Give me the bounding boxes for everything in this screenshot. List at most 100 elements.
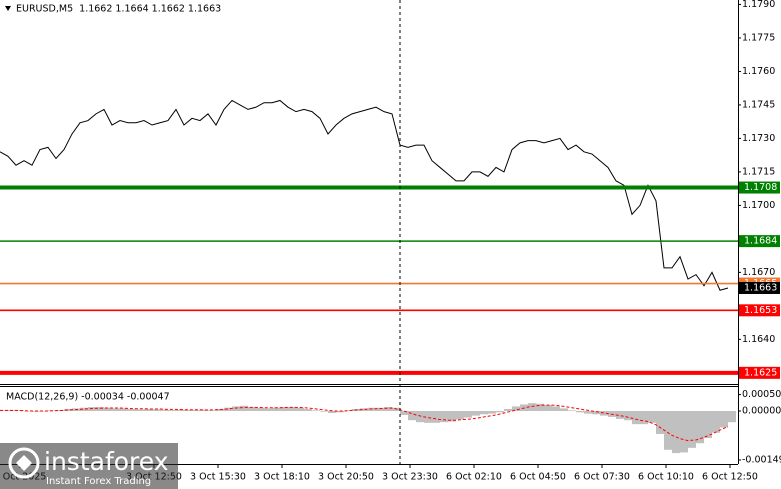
histogram-bar <box>656 411 664 435</box>
histogram-bar <box>672 411 680 454</box>
y-tick-label: 1.1715 <box>742 166 775 177</box>
histogram-bar <box>512 406 520 412</box>
x-tick-label: 3 Oct 23:30 <box>382 472 438 483</box>
price-label: 1.1625 <box>744 367 777 378</box>
histogram-bar <box>472 411 480 416</box>
histogram-bar <box>232 406 240 412</box>
histogram-bar <box>200 409 208 412</box>
histogram-bar <box>408 411 416 421</box>
histogram-bar <box>0 410 8 412</box>
price-label-box <box>739 366 780 379</box>
histogram-bar <box>168 410 176 412</box>
histogram-bar <box>528 403 536 412</box>
histogram-bar <box>264 408 272 412</box>
price-label-box <box>739 235 780 248</box>
histogram-bar <box>488 411 496 414</box>
histogram-bar <box>96 407 104 412</box>
histogram-bar <box>400 411 408 415</box>
histogram-bar <box>192 410 200 412</box>
y-tick-label: 1.1760 <box>742 66 775 77</box>
histogram-bar <box>576 411 584 413</box>
x-tick-label: 6 Oct 04:50 <box>510 472 566 483</box>
watermark-brand: instaforex <box>44 447 169 476</box>
histogram-bar <box>704 411 712 438</box>
histogram-bar <box>584 411 592 414</box>
watermark-icon <box>8 447 40 479</box>
histogram-bar <box>544 405 552 412</box>
histogram-bar <box>504 409 512 412</box>
x-tick-label: 6 Oct 10:10 <box>638 472 694 483</box>
histogram-bar <box>240 405 248 412</box>
histogram-bar <box>104 407 112 412</box>
histogram-bar <box>152 409 160 412</box>
price-label-box <box>739 181 780 194</box>
x-tick-label: 6 Oct 07:30 <box>574 472 630 483</box>
histogram-bar <box>24 411 32 412</box>
histogram-bar <box>464 411 472 418</box>
signal-line <box>0 404 729 442</box>
y-tick-label: 1.1670 <box>742 267 775 278</box>
histogram-bar <box>728 411 736 423</box>
histogram-bar <box>416 411 424 423</box>
histogram-bar <box>160 409 168 412</box>
y-tick-label: 0.00000 <box>742 406 781 417</box>
chart-title: MACD(12,26,9) -0.00034 -0.00047 <box>6 392 170 403</box>
watermark-icon <box>16 455 32 471</box>
histogram-bar <box>664 411 672 450</box>
price-label: 1.1684 <box>744 236 777 247</box>
menu-triangle <box>5 6 11 11</box>
watermark: instaforex Instant Forex Trading <box>0 443 178 489</box>
histogram-bar <box>328 411 336 413</box>
x-tick-label: 6 Oct 12:50 <box>702 472 758 483</box>
histogram-bar <box>688 411 696 448</box>
y-tick-label: -0.00149 <box>742 455 781 466</box>
price-label: 1.1653 <box>744 305 777 316</box>
histogram-bar <box>248 407 256 412</box>
histogram-bar <box>360 408 368 412</box>
y-tick-label: 1.1730 <box>742 133 775 144</box>
y-tick-label: 1.1775 <box>742 32 775 43</box>
histogram-bar <box>432 411 440 423</box>
price-label-box <box>739 304 780 317</box>
histogram-bar <box>384 407 392 412</box>
x-tick-label: 6 Oct 02:10 <box>446 472 502 483</box>
histogram-bar <box>336 411 344 413</box>
histogram-bar <box>592 411 600 415</box>
y-tick-label: 1.1640 <box>742 334 775 345</box>
histogram-bar <box>600 411 608 416</box>
x-tick-label: 3 Oct 18:10 <box>254 472 310 483</box>
histogram-bar <box>320 411 328 412</box>
price-line <box>0 99 729 291</box>
y-tick-label: 0.00050 <box>742 389 781 400</box>
histogram-bar <box>296 407 304 412</box>
histogram-bar <box>632 411 640 425</box>
histogram-bar <box>304 409 312 412</box>
histogram-bar <box>560 408 568 412</box>
histogram-bar <box>456 411 464 420</box>
histogram-bar <box>568 410 576 412</box>
histogram-bar <box>176 409 184 412</box>
histogram-bar <box>448 411 456 422</box>
histogram-bar <box>536 403 544 412</box>
histogram-bar <box>424 411 432 423</box>
labels: EURUSD,M5 1.1662 1.1664 1.1662 1.1663 1.1… <box>6 4 780 403</box>
y-tick-label: 1.1700 <box>742 200 775 211</box>
histogram-bar <box>128 409 136 412</box>
histogram-bar <box>224 407 232 412</box>
histogram-bar <box>208 410 216 412</box>
histogram-bar <box>696 411 704 444</box>
histogram-bar <box>344 410 352 412</box>
histogram-bar <box>624 411 632 421</box>
histogram-bar <box>648 411 656 423</box>
chart-title: EURUSD,M5 1.1662 1.1664 1.1662 1.1663 <box>16 4 221 15</box>
histogram-bar <box>272 407 280 412</box>
histogram-bar <box>640 411 648 425</box>
histogram-bar <box>120 408 128 412</box>
histogram-bar <box>480 411 488 415</box>
histogram-bar <box>712 411 720 433</box>
x-tick-label: 3 Oct 15:30 <box>190 472 246 483</box>
histogram-bar <box>720 411 728 428</box>
price-label: 1.1663 <box>744 283 777 294</box>
histogram-bar <box>496 411 504 413</box>
